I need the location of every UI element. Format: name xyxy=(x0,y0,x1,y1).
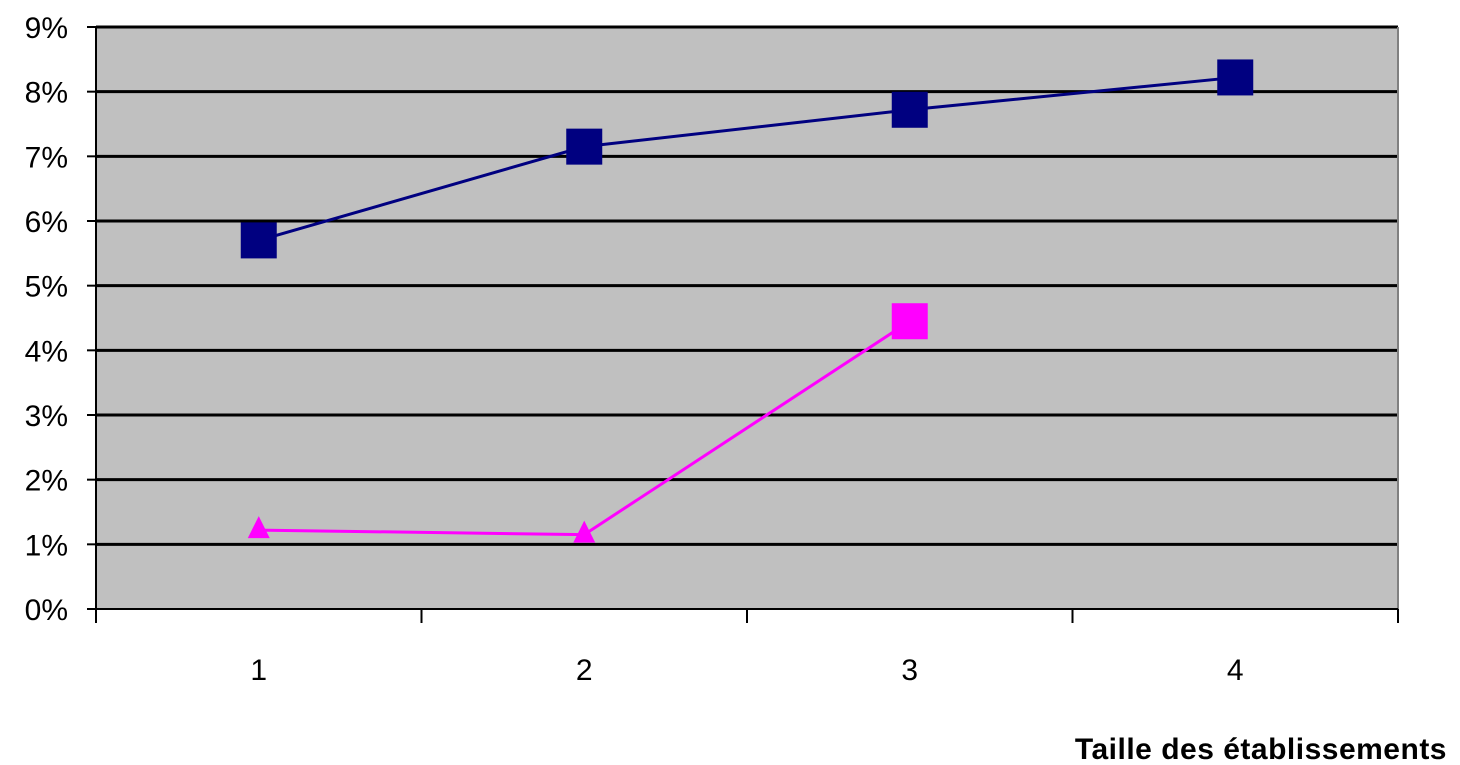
y-tick-label-5: 5% xyxy=(25,271,68,304)
series-1 xyxy=(247,303,928,543)
x-tick-label-0: 1 xyxy=(250,654,267,687)
series-layer xyxy=(240,59,1254,543)
series-0-point-0 xyxy=(240,222,277,259)
y-tick-label-4: 4% xyxy=(25,335,68,368)
series-0 xyxy=(240,59,1254,259)
series-0-point-3 xyxy=(1217,59,1254,96)
y-tick-label-2: 2% xyxy=(25,465,68,498)
x-axis-title: Taille des établissements xyxy=(1075,733,1447,765)
series-1-point-0 xyxy=(247,516,270,539)
y-tick-label-0: 0% xyxy=(25,594,68,627)
y-tick-label-7: 7% xyxy=(25,141,68,174)
y-axis-ticks: 0% 1% 2% 3% 4% 5% 6% 7% 8% 9% xyxy=(25,12,96,627)
series-0-point-1 xyxy=(566,128,603,165)
series-1-point-1 xyxy=(573,520,596,543)
plot-area xyxy=(96,27,1398,609)
series-0-point-2 xyxy=(891,91,928,128)
y-tick-label-9: 9% xyxy=(25,12,68,45)
x-tick-label-1: 2 xyxy=(576,654,593,687)
y-tick-label-1: 1% xyxy=(25,529,68,562)
gridlines xyxy=(96,25,1398,546)
x-tick-label-2: 3 xyxy=(901,654,918,687)
x-tick-label-3: 4 xyxy=(1227,654,1244,687)
y-tick-label-6: 6% xyxy=(25,206,68,239)
series-1-point-2 xyxy=(891,303,928,340)
x-axis-ticks: 1 2 3 4 xyxy=(95,609,1399,687)
series-0-line xyxy=(258,75,1236,242)
y-tick-label-8: 8% xyxy=(25,77,68,110)
y-tick-label-3: 3% xyxy=(25,400,68,433)
